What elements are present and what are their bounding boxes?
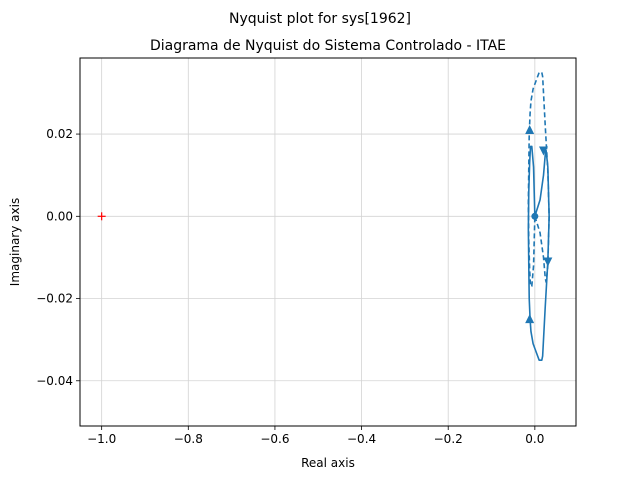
axes-frame (79, 57, 577, 427)
y-axis-label: Imaginary axis (8, 198, 22, 286)
x-tick-label: 0.0 (525, 432, 544, 446)
tick-layer: −1.0 −0.8 −0.6 −0.4 −0.2 0.0 −0.04 −0.02 0.00 0.0… (36, 127, 544, 446)
critical-point-marker (97, 212, 106, 221)
y-tick-label: 0.00 (46, 209, 73, 223)
x-axis-label: Real axis (301, 456, 355, 470)
y-tick-label: 0.02 (46, 127, 73, 141)
direction-arrow (543, 257, 553, 267)
direction-arrow (525, 124, 535, 134)
origin-marker (531, 212, 539, 220)
plot-area (97, 71, 553, 362)
x-tick-label: −1.0 (87, 432, 116, 446)
direction-arrow (525, 314, 535, 324)
x-tick-label: −0.6 (260, 432, 289, 446)
x-tick-label: −0.2 (434, 432, 463, 446)
axes-title: Diagrama de Nyquist do Sistema Controlad… (150, 38, 506, 54)
y-tick-label: −0.02 (36, 292, 73, 306)
nyquist-curve-mirror (527, 71, 550, 288)
y-tick-label: −0.04 (36, 374, 73, 388)
x-tick-label: −0.8 (174, 432, 203, 446)
direction-arrow (539, 146, 549, 156)
figure-suptitle: Nyquist plot for sys[1962] (229, 11, 411, 27)
x-tick-label: −0.4 (347, 432, 376, 446)
